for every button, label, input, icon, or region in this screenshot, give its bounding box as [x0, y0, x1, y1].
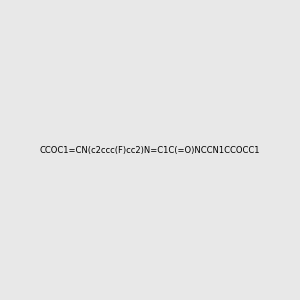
Text: CCOC1=CN(c2ccc(F)cc2)N=C1C(=O)NCCN1CCOCC1: CCOC1=CN(c2ccc(F)cc2)N=C1C(=O)NCCN1CCOCC…	[40, 146, 260, 154]
